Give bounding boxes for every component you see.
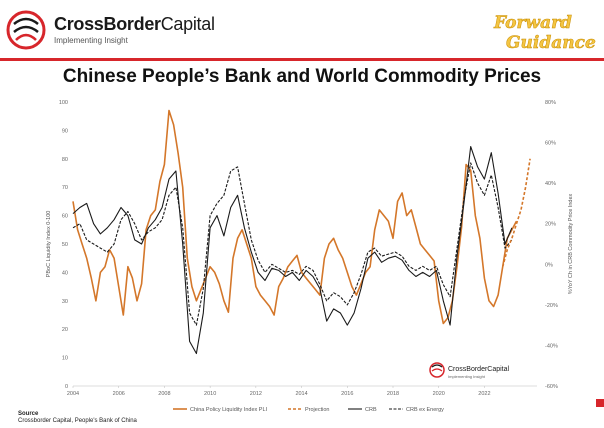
y-tick-label: 80 bbox=[62, 157, 68, 163]
slide-marker bbox=[596, 399, 604, 407]
y-right-tick-label: -60% bbox=[545, 384, 558, 390]
header-divider bbox=[0, 58, 604, 61]
series-line-1 bbox=[501, 158, 531, 267]
y-tick-label: 30 bbox=[62, 299, 68, 305]
y-axis-label: PBoC Liquidity Index 0-100 bbox=[46, 211, 52, 278]
brand-name-bold: CrossBorder bbox=[54, 14, 161, 34]
chart-title: Chinese People’s Bank and World Commodit… bbox=[62, 66, 542, 87]
watermark-logo-icon bbox=[429, 362, 445, 378]
chart-axes: 0 10 20 30 40 50 60 70 80 90 100 -60% -40% -20% 0% 20% 4… bbox=[46, 100, 574, 397]
x-tick-label: 2018 bbox=[387, 391, 399, 397]
y-right-tick-label: 0% bbox=[545, 262, 553, 268]
watermark: CrossBorderCapital Implementing Insight bbox=[429, 362, 510, 379]
y-right-tick-label: 60% bbox=[545, 141, 556, 147]
watermark-logo-arc bbox=[431, 368, 443, 372]
y-tick-label: 40 bbox=[62, 270, 68, 276]
chart-legend: China Policy Liquidity Index PLI Projecti… bbox=[173, 407, 444, 413]
brand-name: CrossBorderCapital bbox=[54, 14, 215, 35]
x-tick-label: 2016 bbox=[341, 391, 353, 397]
watermark-logo-arc bbox=[431, 364, 443, 368]
legend-label: CRB bbox=[365, 407, 377, 413]
y-tick-label: 60 bbox=[62, 214, 68, 220]
x-tick-label: 2004 bbox=[67, 391, 79, 397]
source-label: Source bbox=[18, 411, 39, 417]
badge-line1: Forward bbox=[493, 13, 572, 33]
series-line-3 bbox=[72, 162, 513, 326]
legend-label: Projection bbox=[305, 407, 329, 413]
chart-lines bbox=[72, 109, 531, 355]
x-tick-label: 2020 bbox=[433, 391, 445, 397]
x-tick-label: 2010 bbox=[204, 391, 216, 397]
y-tick-label: 20 bbox=[62, 327, 68, 333]
y-tick-label: 50 bbox=[62, 242, 68, 248]
series-line-0 bbox=[72, 109, 518, 325]
x-tick-label: 2008 bbox=[158, 391, 170, 397]
y-right-tick-label: 40% bbox=[545, 181, 556, 187]
brand-name-regular: Capital bbox=[160, 14, 215, 34]
y-right-tick-label: -20% bbox=[545, 303, 558, 309]
y-right-tick-label: 20% bbox=[545, 222, 556, 228]
x-tick-label: 2022 bbox=[478, 391, 490, 397]
series-line-2 bbox=[72, 146, 513, 355]
legend-label: China Policy Liquidity Index PLI bbox=[190, 407, 268, 413]
watermark-brand: CrossBorderCapital bbox=[448, 366, 510, 373]
y-tick-label: 10 bbox=[62, 356, 68, 362]
legend-label: CRB ex Energy bbox=[406, 407, 444, 413]
badge-line2: Guidance bbox=[506, 33, 596, 53]
slide-header: CrossBorderCapital Implementing Insight … bbox=[0, 0, 604, 58]
brand-tagline: Implementing Insight bbox=[54, 36, 128, 45]
y-right-axis-label: %YoY Ch in CRB Commodity Price Index bbox=[568, 193, 574, 294]
x-tick-label: 2012 bbox=[250, 391, 262, 397]
source-text: Crossborder Capital, People's Bank of Ch… bbox=[18, 418, 137, 424]
y-tick-label: 90 bbox=[62, 128, 68, 134]
y-right-tick-label: -40% bbox=[545, 343, 558, 349]
y-right-tick-label: 80% bbox=[545, 100, 556, 106]
y-tick-label: 0 bbox=[65, 384, 68, 390]
x-tick-label: 2014 bbox=[295, 391, 307, 397]
y-tick-label: 100 bbox=[59, 100, 68, 106]
watermark-tagline: Implementing Insight bbox=[448, 374, 486, 379]
x-tick-label: 2006 bbox=[113, 391, 125, 397]
forward-guidance-badge: Forward Guidance bbox=[493, 13, 596, 54]
y-tick-label: 70 bbox=[62, 185, 68, 191]
brand-logo-icon bbox=[6, 10, 46, 50]
brand-block: CrossBorderCapital Implementing Insight bbox=[54, 14, 215, 45]
